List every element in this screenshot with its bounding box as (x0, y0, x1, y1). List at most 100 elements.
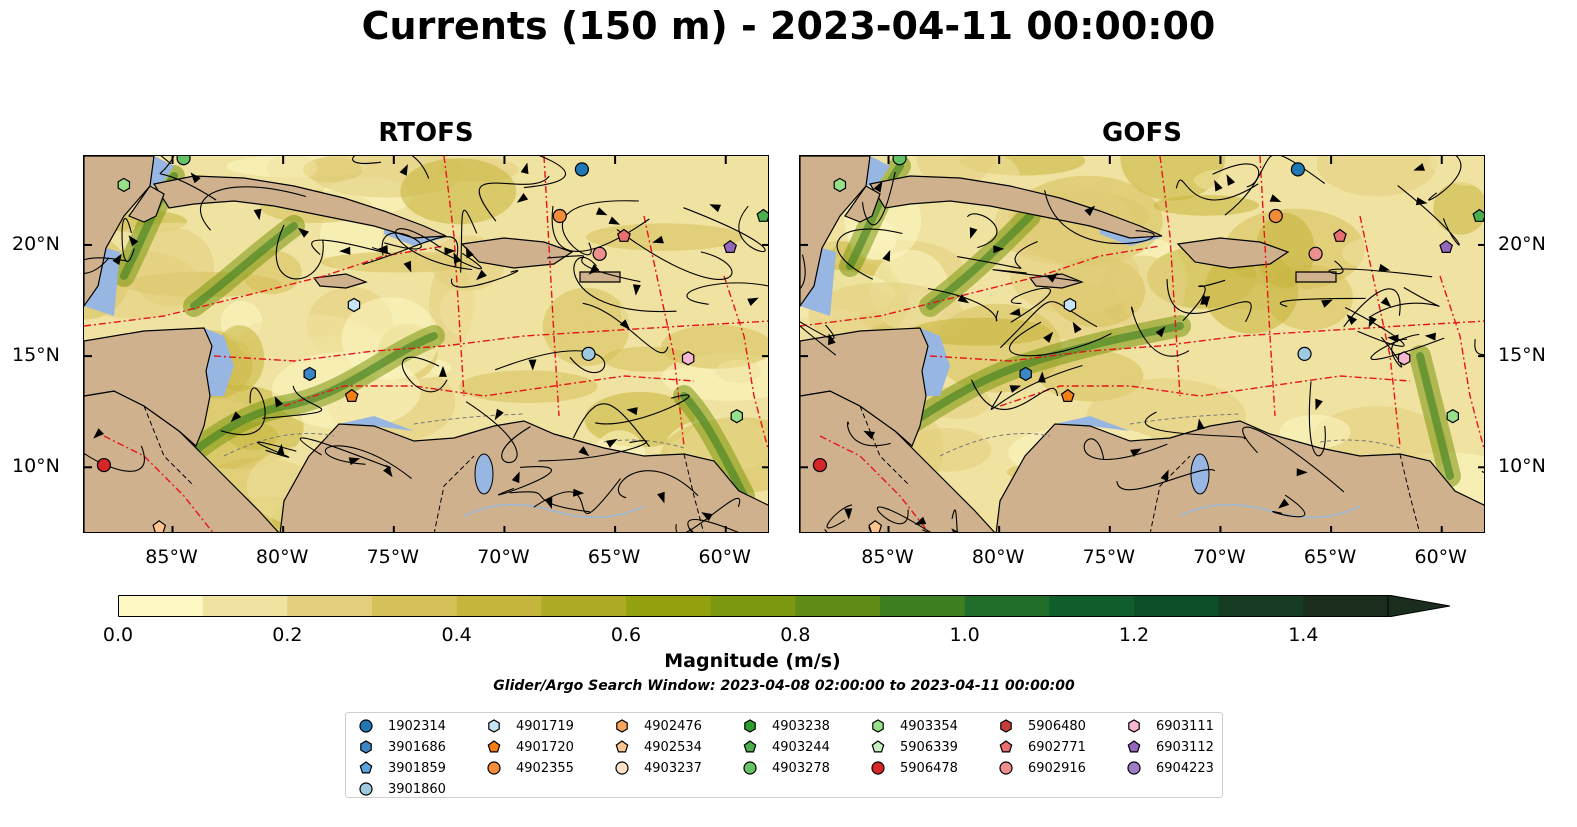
colorbar-segment (880, 595, 966, 617)
lat-tick-label: 20°N (1498, 232, 1546, 255)
legend-marker-hexagon-icon (744, 719, 756, 733)
legend-marker-circle-icon (615, 761, 629, 775)
legend-marker-pentagon-icon (1127, 740, 1141, 753)
float-marker (1308, 246, 1323, 261)
legend-item: 4902476 (614, 717, 702, 735)
legend-label: 4903354 (900, 718, 958, 734)
legend-label: 6903112 (1156, 739, 1214, 755)
colorbar-segment (118, 595, 204, 617)
float-marker (1439, 239, 1454, 254)
colorbar-tick-label: 0.4 (441, 624, 472, 646)
colorbar-tick-label: 1.2 (1118, 624, 1150, 646)
legend-item: 4903244 (742, 738, 830, 756)
colorbar-segment (372, 595, 458, 617)
legend-marker-pentagon-icon (359, 761, 373, 774)
lat-tick-label: 10°N (12, 455, 60, 478)
colorbar-tick-label: 0.8 (780, 624, 811, 646)
legend-marker-hexagon-icon (1000, 719, 1012, 733)
gofs-lon-tick-label: 75°W (1082, 546, 1136, 568)
legend-label: 5906480 (1028, 718, 1086, 734)
float-marker (730, 409, 744, 424)
colorbar-segment (1134, 595, 1220, 617)
float-marker (812, 457, 828, 473)
colorbar-extend-arrow (1387, 595, 1450, 617)
colorbar-tick-label: 1.0 (949, 624, 980, 646)
legend-label: 6903111 (1156, 718, 1214, 734)
legend-label: 4903238 (772, 718, 830, 734)
legend-label: 4902476 (644, 718, 702, 734)
gofs-lon-tick-label: 65°W (1303, 546, 1357, 568)
gofs-lon-tick-label: 60°W (1414, 546, 1467, 568)
colorbar-segment (1049, 595, 1135, 617)
legend-item: 4903354 (870, 717, 958, 735)
legend-marker-hexagon-icon (360, 740, 372, 754)
float-marker (617, 228, 631, 242)
float-marker (552, 208, 567, 224)
legend-marker-pentagon-icon (743, 740, 757, 753)
legend-item: 4901719 (486, 717, 574, 735)
float-legend: 1902314 3901686 3901859 3901860 4901719 49017… (345, 712, 1223, 798)
legend-item: 6904223 (1126, 759, 1214, 777)
colorbar (118, 595, 1450, 617)
float-marker (1297, 346, 1312, 361)
gofs-lon-tick-label: 70°W (1193, 546, 1246, 568)
float-marker (723, 239, 738, 254)
float-marker (681, 351, 695, 366)
colorbar-segment (626, 595, 712, 617)
legend-label: 4902534 (644, 739, 702, 755)
float-marker (833, 177, 847, 193)
gofs-map[interactable] (799, 155, 1485, 533)
colorbar-segment (287, 595, 373, 617)
legend-item: 1902314 (358, 717, 446, 735)
legend-item: 3901859 (358, 759, 446, 777)
float-marker (1333, 228, 1347, 242)
rtofs-lon-tick-label: 70°W (477, 546, 530, 568)
gofs-lon-tick-label: 85°W (861, 546, 914, 568)
gofs-panel-title: GOFS (1102, 118, 1182, 148)
legend-label: 3901859 (388, 760, 446, 776)
legend-item: 4903278 (742, 759, 830, 777)
legend-marker-hexagon-icon (616, 719, 628, 733)
legend-item: 5906478 (870, 759, 958, 777)
lat-tick-label: 10°N (1498, 455, 1546, 478)
legend-item: 6902771 (998, 738, 1086, 756)
lat-tick-label: 15°N (12, 344, 60, 367)
colorbar-segment (1303, 595, 1389, 617)
float-marker (176, 156, 191, 166)
search-window-caption: Glider/Argo Search Window: 2023-04-08 02… (493, 678, 1075, 694)
legend-marker-circle-icon (743, 761, 757, 775)
colorbar-segment (202, 595, 288, 617)
legend-label: 5906339 (900, 739, 958, 755)
legend-item: 3901686 (358, 738, 446, 756)
legend-item: 4902355 (486, 759, 574, 777)
gofs-lon-tick-label: 80°W (971, 546, 1025, 568)
legend-label: 6904223 (1156, 760, 1214, 776)
legend-item: 4902534 (614, 738, 702, 756)
float-marker (574, 162, 590, 177)
legend-item: 4903237 (614, 759, 702, 777)
legend-marker-pentagon-icon (871, 740, 885, 753)
colorbar-segment (710, 595, 796, 617)
colorbar-segment (456, 595, 542, 617)
float-marker (892, 156, 907, 166)
float-marker (756, 208, 768, 222)
colorbar-label: Magnitude (m/s) (664, 650, 841, 672)
float-marker (152, 520, 167, 532)
legend-marker-circle-icon (359, 719, 373, 733)
legend-marker-circle-icon (1127, 761, 1141, 775)
colorbar-segment (1218, 595, 1304, 617)
legend-item: 6903112 (1126, 738, 1214, 756)
legend-marker-pentagon-icon (615, 740, 629, 753)
float-marker (1063, 297, 1077, 313)
legend-label: 4903244 (772, 739, 830, 755)
colorbar-segment (795, 595, 881, 617)
colorbar-tick-label: 0.2 (272, 624, 303, 646)
legend-label: 4902355 (516, 760, 574, 776)
rtofs-map[interactable] (83, 155, 769, 533)
legend-item: 5906480 (998, 717, 1086, 735)
legend-marker-pentagon-icon (487, 740, 501, 753)
legend-label: 4901720 (516, 739, 574, 755)
legend-marker-hexagon-icon (488, 719, 500, 733)
colorbar-tick-label: 0.6 (610, 624, 642, 646)
legend-item: 5906339 (870, 738, 958, 756)
